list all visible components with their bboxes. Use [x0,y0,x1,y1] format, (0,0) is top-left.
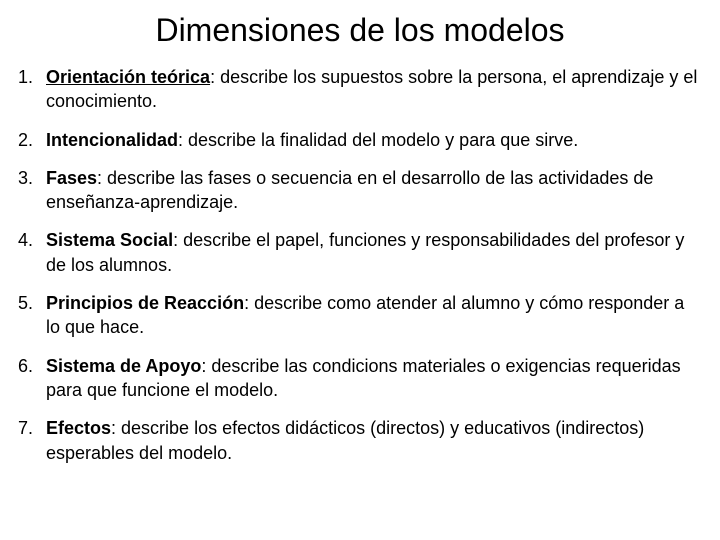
list-item: Principios de Reacción: describe como at… [18,291,702,340]
list-item: Orientación teórica: describe los supues… [18,65,702,114]
page-title: Dimensiones de los modelos [18,12,702,49]
term: Fases [46,168,97,188]
list-item: Sistema Social: describe el papel, funci… [18,228,702,277]
desc: : describe los efectos didácticos (direc… [46,418,644,462]
term: Efectos [46,418,111,438]
list-item: Efectos: describe los efectos didácticos… [18,416,702,465]
term: Intencionalidad [46,130,178,150]
term: Sistema Social [46,230,173,250]
desc: : describe la finalidad del modelo y par… [178,130,578,150]
term: Sistema de Apoyo [46,356,201,376]
dimensions-list: Orientación teórica: describe los supues… [18,65,702,465]
term: Orientación teórica [46,67,210,87]
desc: : describe las fases o secuencia en el d… [46,168,653,212]
list-item: Intencionalidad: describe la finalidad d… [18,128,702,152]
term: Principios de Reacción [46,293,244,313]
list-item: Fases: describe las fases o secuencia en… [18,166,702,215]
list-item: Sistema de Apoyo: describe las condicion… [18,354,702,403]
